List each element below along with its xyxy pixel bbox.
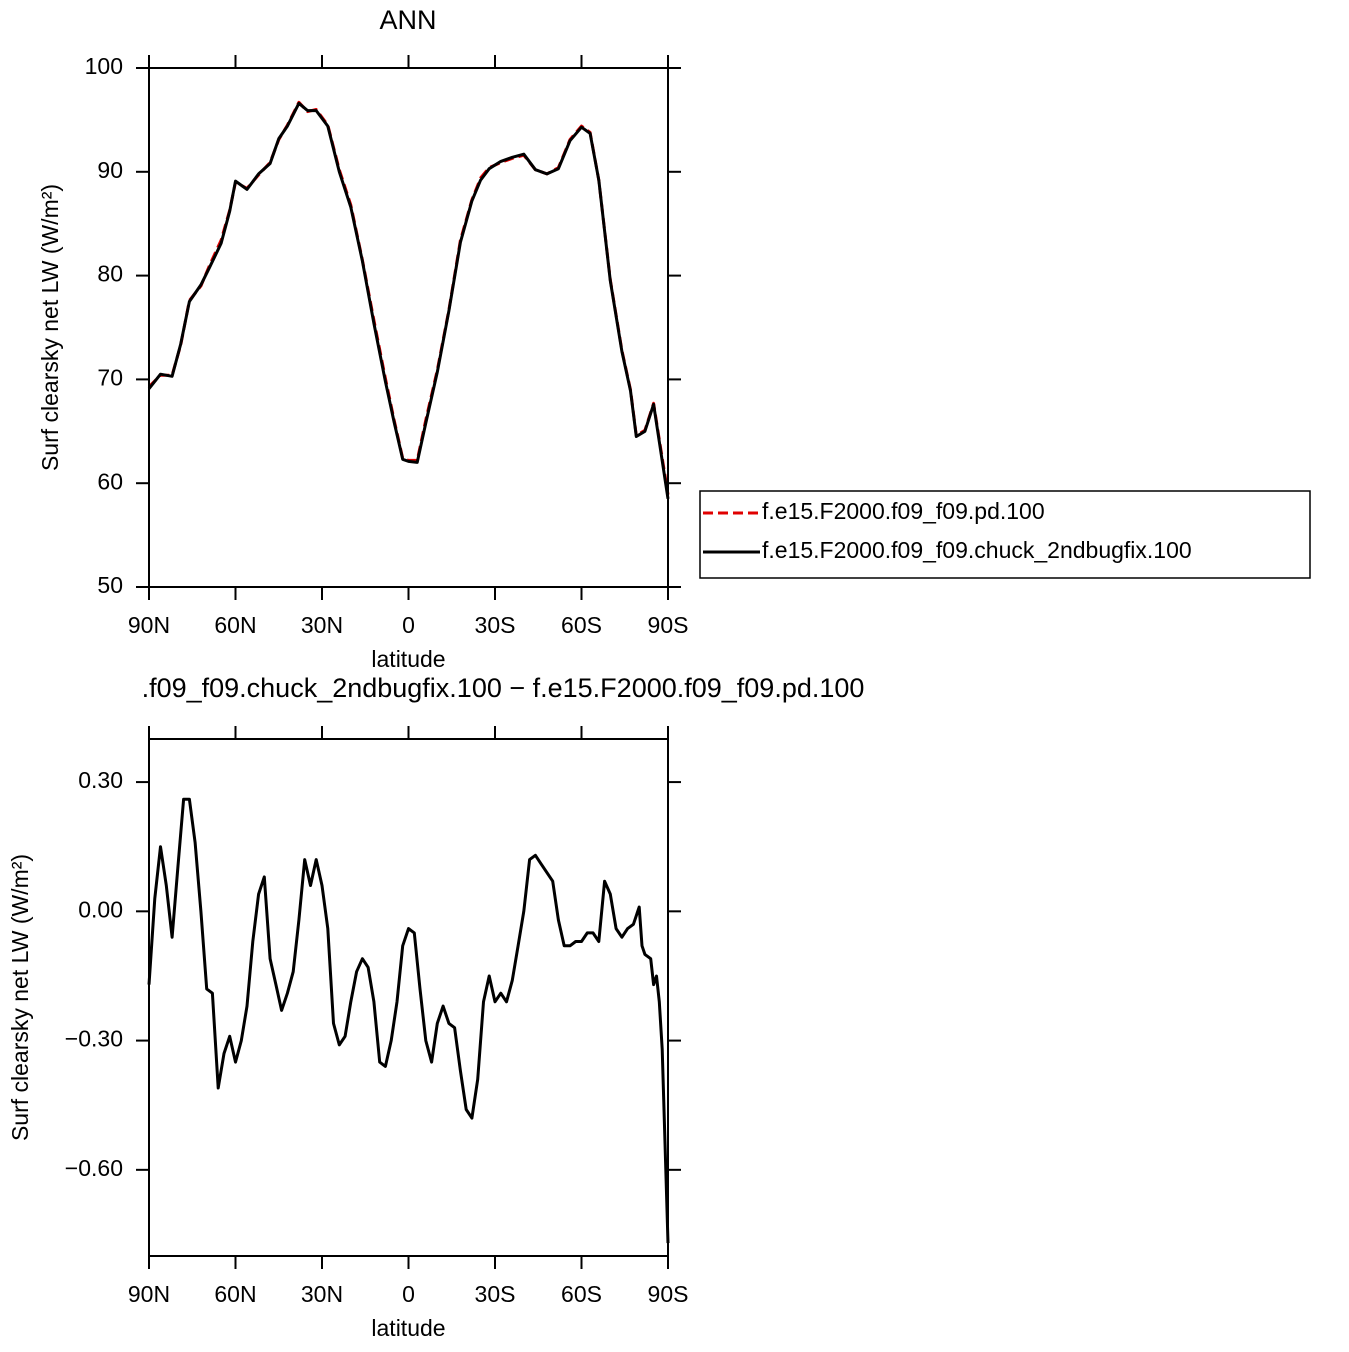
series-line <box>147 100 670 495</box>
x-tick-label: 60S <box>561 612 602 638</box>
x-tick-label: 90N <box>128 612 170 638</box>
x-tick-label: 0 <box>402 1281 415 1307</box>
legend-label: f.e15.F2000.f09_f09.chuck_2ndbugfix.100 <box>762 537 1192 563</box>
y-tick-label: 50 <box>97 572 123 598</box>
y-tick-label: −0.60 <box>65 1155 123 1181</box>
x-tick-label: 90S <box>648 1281 689 1307</box>
x-axis-label: latitude <box>371 646 445 672</box>
y-tick-label: 100 <box>85 53 123 79</box>
series-line <box>147 797 670 1244</box>
plot-frame <box>148 738 669 1257</box>
x-tick-label: 0 <box>402 612 415 638</box>
chart-title: .f09_f09.chuck_2ndbugfix.100 − f.e15.F20… <box>142 673 865 703</box>
x-tick-label: 30N <box>301 1281 343 1307</box>
y-tick-label: 60 <box>97 468 123 494</box>
y-tick-label: 70 <box>97 364 123 390</box>
x-tick-label: 60S <box>561 1281 602 1307</box>
legend-box <box>699 490 1311 579</box>
y-tick-label: 0.30 <box>78 767 123 793</box>
legend-label: f.e15.F2000.f09_f09.pd.100 <box>762 498 1045 524</box>
series-line <box>147 101 670 500</box>
y-axis-label: Surf clearsky net LW (W/m²) <box>7 854 33 1141</box>
y-tick-label: 80 <box>97 261 123 287</box>
y-tick-label: 0.00 <box>78 896 123 922</box>
y-tick-label: −0.30 <box>65 1026 123 1052</box>
x-tick-label: 60N <box>214 1281 256 1307</box>
plot-frame <box>148 67 669 588</box>
x-tick-label: 30N <box>301 612 343 638</box>
x-tick-label: 30S <box>475 1281 516 1307</box>
y-tick-label: 90 <box>97 157 123 183</box>
x-axis-label: latitude <box>371 1315 445 1341</box>
x-tick-label: 60N <box>214 612 256 638</box>
chart-title: ANN <box>379 5 436 35</box>
x-tick-label: 30S <box>475 612 516 638</box>
y-axis-label: Surf clearsky net LW (W/m²) <box>37 184 63 471</box>
x-tick-label: 90N <box>128 1281 170 1307</box>
x-tick-label: 90S <box>648 612 689 638</box>
